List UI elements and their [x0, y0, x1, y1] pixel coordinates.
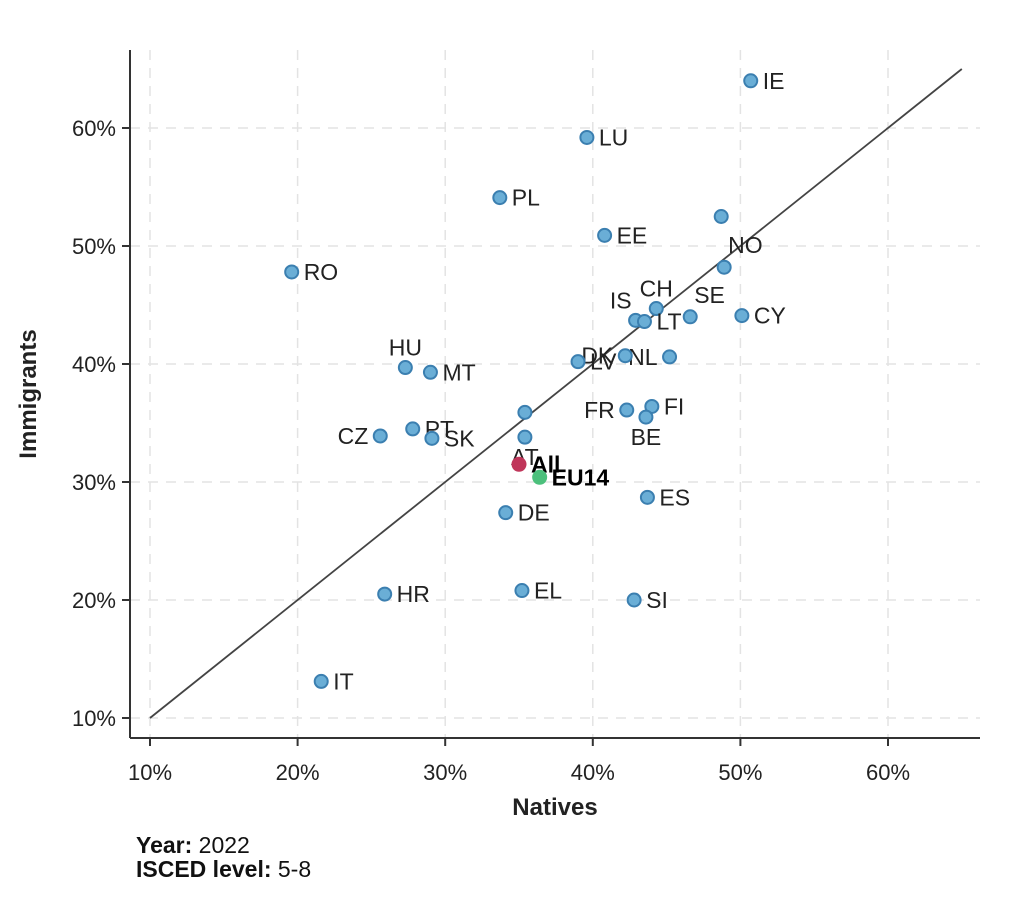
point-label-lv: LV [590, 349, 617, 375]
point-es [639, 489, 655, 505]
x-tick-label: 40% [571, 760, 615, 785]
point-label-hr: HR [397, 581, 430, 607]
point-cz [372, 428, 388, 444]
point-no [716, 259, 732, 275]
point-label-si: SI [646, 587, 668, 613]
year-value: 2022 [198, 832, 250, 858]
y-tick-label: 10% [72, 706, 116, 731]
y-tick-label: 50% [72, 234, 116, 259]
point-ee [597, 227, 613, 243]
point-el [514, 583, 530, 599]
x-axis-title: Natives [512, 794, 597, 821]
point-at [517, 429, 533, 445]
y-tick-label: 40% [72, 352, 116, 377]
point-ie [743, 73, 759, 89]
point-label-dk: DK [581, 343, 614, 369]
point-label-ch: CH [640, 276, 673, 302]
point-label-ee: EE [617, 222, 648, 248]
point-pl [492, 190, 508, 206]
point-label-ie: IE [763, 68, 785, 94]
point-unlabeled [713, 209, 729, 224]
point-si [626, 592, 642, 608]
point-lt [636, 314, 652, 330]
point-label-cy: CY [754, 303, 786, 329]
point-unlabeled [517, 404, 533, 420]
point-label-ro: RO [304, 259, 339, 285]
point-label-se: SE [694, 282, 725, 308]
point-label-fr: FR [584, 397, 615, 423]
point-nl [662, 349, 678, 365]
year-label: Year: [136, 832, 193, 858]
point-de [498, 505, 514, 521]
point-label-lu: LU [599, 124, 628, 150]
point-label-sk: SK [444, 425, 475, 451]
point-hu [397, 360, 413, 376]
point-it [313, 673, 329, 689]
point-label-lt: LT [656, 309, 681, 335]
diagonal-reference-line [149, 68, 963, 719]
point-label-el: EL [534, 578, 562, 604]
point-label-cz: CZ [338, 423, 369, 449]
y-tick-label: 60% [72, 116, 116, 141]
gridlines [130, 50, 980, 738]
point-label-fi: FI [664, 393, 684, 419]
point-sk [424, 430, 440, 446]
point-se [682, 309, 698, 325]
point-all [511, 456, 527, 472]
y-axis-title: Immigrants [15, 329, 42, 458]
point-label-hu: HU [389, 335, 422, 361]
point-cy [734, 308, 750, 324]
point-be [638, 409, 654, 425]
isced-value: 5-8 [277, 856, 312, 882]
x-tick-label: 50% [718, 760, 762, 785]
point-dk [617, 348, 633, 364]
point-hr [377, 586, 393, 602]
point-lu [579, 129, 595, 145]
point-ro [284, 264, 300, 280]
point-label-eu14: EU14 [552, 464, 610, 490]
x-tick-label: 60% [866, 760, 910, 785]
point-label-mt: MT [442, 359, 475, 385]
point-pt [405, 421, 421, 437]
point-label-is: IS [610, 287, 632, 313]
point-label-nl: NL [628, 344, 658, 370]
x-tick-label: 30% [423, 760, 467, 785]
isced-label: ISCED level: [136, 856, 272, 882]
point-mt [422, 364, 438, 380]
point-label-pl: PL [512, 185, 540, 211]
point-label-no: NO [728, 232, 763, 258]
point-label-de: DE [518, 500, 550, 526]
point-label-it: IT [333, 668, 353, 694]
x-tick-label: 20% [276, 760, 320, 785]
footnote-year: Year: 2022 [136, 832, 250, 858]
y-tick-label: 20% [72, 588, 116, 613]
point-fr [619, 402, 635, 418]
x-tick-label: 10% [128, 760, 172, 785]
footnote-isced: ISCED level: 5-8 [136, 856, 311, 882]
point-label-be: BE [631, 424, 662, 450]
point-lv [570, 354, 586, 370]
point-ch [648, 301, 664, 317]
point-label-es: ES [659, 484, 690, 510]
point-eu14 [532, 469, 548, 485]
y-tick-label: 30% [72, 470, 116, 495]
